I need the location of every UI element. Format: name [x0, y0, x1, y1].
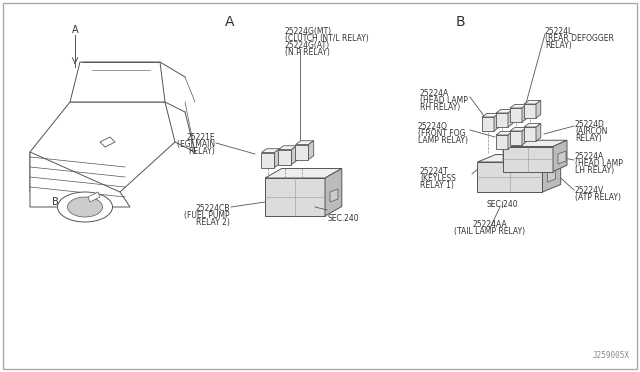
Polygon shape	[510, 108, 522, 122]
Text: 25221E: 25221E	[186, 132, 215, 141]
Polygon shape	[278, 150, 291, 164]
Text: (HEAD LAMP: (HEAD LAMP	[420, 96, 468, 105]
Text: J259005X: J259005X	[593, 351, 630, 360]
Text: A: A	[225, 15, 235, 29]
Polygon shape	[291, 146, 297, 164]
Text: (AIRCON: (AIRCON	[575, 127, 607, 136]
Text: 25224A: 25224A	[575, 152, 604, 161]
Polygon shape	[510, 128, 527, 131]
Text: 25224D: 25224D	[575, 120, 605, 129]
Text: 25224A: 25224A	[420, 89, 449, 98]
Polygon shape	[482, 113, 499, 117]
Text: RELAY 1): RELAY 1)	[420, 181, 454, 190]
Text: SEC.240: SEC.240	[328, 214, 360, 223]
Text: (CLUTCH INT/L RELAY): (CLUTCH INT/L RELAY)	[285, 34, 369, 43]
Polygon shape	[477, 154, 561, 162]
Polygon shape	[496, 109, 513, 113]
Text: 25224G(AT): 25224G(AT)	[285, 41, 330, 50]
Polygon shape	[496, 131, 513, 135]
Text: (FRONT FOG: (FRONT FOG	[418, 129, 465, 138]
Polygon shape	[524, 100, 541, 104]
Text: RH RELAY): RH RELAY)	[420, 103, 460, 112]
Polygon shape	[308, 141, 314, 160]
Text: (KEYLESS: (KEYLESS	[420, 174, 456, 183]
Text: LH RELAY): LH RELAY)	[575, 166, 614, 175]
Polygon shape	[265, 178, 325, 216]
Polygon shape	[296, 141, 314, 144]
Polygon shape	[510, 131, 522, 145]
Polygon shape	[262, 153, 275, 167]
Polygon shape	[503, 140, 567, 147]
Text: (FUEL PUMP: (FUEL PUMP	[184, 211, 230, 220]
Polygon shape	[70, 62, 165, 102]
Text: RELAY 2): RELAY 2)	[196, 218, 230, 227]
Polygon shape	[88, 192, 100, 202]
Polygon shape	[536, 124, 541, 141]
Polygon shape	[522, 128, 527, 145]
Polygon shape	[265, 169, 342, 178]
Polygon shape	[553, 140, 567, 171]
Text: 25224T: 25224T	[420, 167, 449, 176]
Polygon shape	[558, 151, 566, 164]
Text: 25224G(MT): 25224G(MT)	[285, 27, 332, 36]
Polygon shape	[543, 154, 561, 192]
Polygon shape	[30, 152, 130, 207]
Polygon shape	[262, 149, 280, 153]
Text: 25224AA: 25224AA	[472, 220, 508, 229]
Polygon shape	[508, 109, 513, 127]
Ellipse shape	[58, 192, 113, 222]
Text: (REAR DEFOGGER: (REAR DEFOGGER	[545, 34, 614, 43]
Polygon shape	[275, 149, 280, 167]
Text: RELAY): RELAY)	[545, 41, 572, 50]
Polygon shape	[496, 113, 508, 127]
Polygon shape	[278, 146, 297, 150]
Polygon shape	[330, 189, 338, 202]
Text: B: B	[455, 15, 465, 29]
Polygon shape	[477, 162, 543, 192]
Polygon shape	[494, 113, 499, 131]
Polygon shape	[522, 105, 527, 122]
Polygon shape	[510, 105, 527, 108]
Text: RELAY): RELAY)	[575, 134, 602, 143]
Text: 25224O: 25224O	[418, 122, 448, 131]
Polygon shape	[496, 135, 508, 149]
Text: (ATP RELAY): (ATP RELAY)	[575, 193, 621, 202]
Polygon shape	[524, 104, 536, 118]
Text: 25224CB: 25224CB	[196, 204, 230, 213]
Polygon shape	[296, 144, 308, 160]
Polygon shape	[524, 127, 536, 141]
Polygon shape	[536, 100, 541, 118]
Polygon shape	[30, 102, 175, 192]
Text: LAMP RELAY): LAMP RELAY)	[418, 136, 468, 145]
Polygon shape	[100, 137, 115, 147]
Polygon shape	[325, 169, 342, 216]
Text: 25224V: 25224V	[575, 186, 604, 195]
Text: (EGI MAIN: (EGI MAIN	[177, 140, 215, 148]
Polygon shape	[547, 169, 556, 182]
Text: (HEAD LAMP: (HEAD LAMP	[575, 159, 623, 168]
Ellipse shape	[67, 197, 102, 217]
Text: (TAIL LAMP RELAY): (TAIL LAMP RELAY)	[454, 227, 525, 236]
Text: RELAY): RELAY)	[188, 147, 215, 155]
Polygon shape	[503, 147, 553, 171]
Polygon shape	[508, 131, 513, 149]
Polygon shape	[524, 124, 541, 127]
Text: A: A	[72, 25, 78, 35]
Polygon shape	[482, 117, 494, 131]
Text: 25224L: 25224L	[545, 27, 573, 36]
Text: B: B	[52, 197, 58, 207]
Text: (N.P RELAY): (N.P RELAY)	[285, 48, 330, 57]
Text: SEC.240: SEC.240	[486, 200, 518, 209]
